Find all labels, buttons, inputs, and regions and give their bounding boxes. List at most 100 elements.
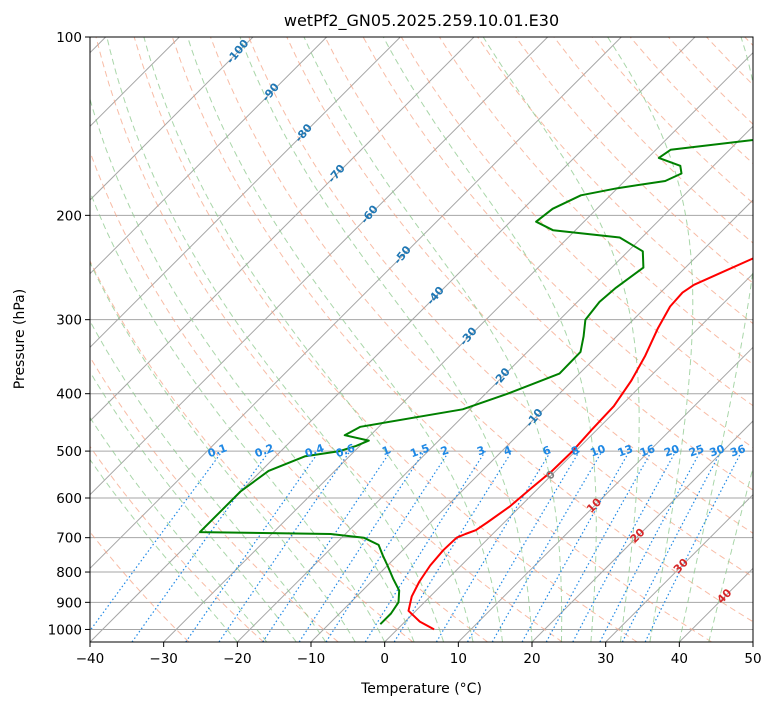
moist-adiabat-line <box>90 320 327 642</box>
dry-adiabat-line <box>553 37 753 244</box>
moist-adiabat-line <box>187 37 503 642</box>
dry-adiabat-line <box>95 37 563 642</box>
line-labels: 0.1 0.2 0.4 0.6 1 1.5 2 3 4 6 8 10 13 16 20 25 30 36-100-… <box>206 37 748 606</box>
mixing-ratio-label: 3 <box>475 443 487 458</box>
mixing-ratio-line <box>521 450 631 642</box>
y-tick-label: 100 <box>56 30 82 46</box>
y-axis: 100 200 300 400 500 600 700 800 900 1000 <box>48 30 90 638</box>
isotherm-line <box>90 37 622 570</box>
dry-adiabat-line <box>90 259 414 642</box>
moist-adiabat-line <box>708 466 753 642</box>
x-tick-label: −20 <box>223 651 252 667</box>
y-tick-label: 400 <box>56 387 82 403</box>
moist-adiabat-line <box>239 37 533 642</box>
moist-adiabat-line <box>90 97 415 642</box>
dry-adiabat-line <box>171 37 712 642</box>
mixing-ratio-line <box>364 450 486 642</box>
mixing-ratio-label: 13 <box>616 442 635 459</box>
mixing-ratio-label: 36 <box>728 442 747 460</box>
dry-adiabat-line <box>744 37 753 47</box>
mixing-ratio-line <box>298 450 425 642</box>
dry-adiabat-line <box>706 37 753 86</box>
chart-title: wetPf2_GN05.2025.259.10.01.E30 <box>284 11 559 31</box>
x-tick-label: 10 <box>450 651 467 667</box>
moist-adiabat-line <box>90 261 356 642</box>
mixing-ratio-line <box>393 450 513 642</box>
mixing-ratio-line <box>218 450 351 642</box>
moist-adiabat-line <box>143 37 474 642</box>
mixing-ratio-line <box>572 450 677 642</box>
isotherm-line <box>90 37 254 201</box>
x-axis-label: Temperature (°C) <box>360 681 482 697</box>
mixing-ratio-line <box>644 450 743 642</box>
dry-adiabat-line <box>591 37 753 204</box>
y-tick-label: 200 <box>56 208 82 224</box>
mixing-ratio-line <box>599 450 702 642</box>
x-axis: −40 −30 −20 −10 0 10 20 30 40 50 <box>76 642 762 667</box>
moist-adiabat-label: 30 <box>671 556 691 576</box>
y-tick-label: 800 <box>56 565 82 581</box>
mixing-ratio-line <box>90 450 223 632</box>
y-tick-label: 900 <box>56 595 82 611</box>
mixing-ratio-label: 25 <box>687 442 706 459</box>
mixing-ratio-label: 6 <box>541 443 553 458</box>
x-tick-label: −30 <box>149 651 178 667</box>
moist-adiabat-line <box>678 37 753 642</box>
mixing-ratio-line <box>325 450 450 642</box>
isotherm-line <box>457 346 753 642</box>
dry-adiabat-line <box>90 150 488 642</box>
dry-adiabat-line <box>248 37 753 578</box>
mixing-ratio-label: 10 <box>588 442 607 460</box>
mixing-ratio-label: 0.6 <box>334 441 357 460</box>
dry-adiabat-line <box>90 531 190 642</box>
x-tick-label: 20 <box>523 651 540 667</box>
dry-adiabat-line <box>90 445 264 642</box>
isotherm-line <box>90 37 401 349</box>
y-tick-label: 500 <box>56 444 82 460</box>
y-tick-label: 700 <box>56 531 82 547</box>
mixing-ratio-label: 0.1 <box>206 441 229 460</box>
temperature-profile-line <box>407 257 753 631</box>
dry-adiabat-line <box>210 37 753 623</box>
background-lines <box>90 37 753 642</box>
isotherm-line <box>236 125 753 642</box>
mixing-ratio-line <box>466 450 580 642</box>
isotherm-line <box>752 641 753 642</box>
plot-frame <box>89 36 754 643</box>
x-tick-label: 30 <box>597 651 614 667</box>
y-tick-label: 300 <box>56 313 82 329</box>
moist-adiabat-line <box>90 416 268 642</box>
moist-adiabat-line <box>90 370 297 642</box>
isotherm-line <box>163 51 753 642</box>
dry-adiabat-line <box>133 37 638 642</box>
mixing-ratio-line <box>262 450 392 642</box>
moist-adiabat-line <box>106 37 445 642</box>
mixing-ratio-label: 0.4 <box>303 441 326 460</box>
dry-adiabat-label: -100 <box>224 37 252 67</box>
x-tick-label: −10 <box>297 651 326 667</box>
mixing-ratio-label: 1.5 <box>408 441 431 460</box>
dry-adiabat-line <box>286 37 753 534</box>
moist-adiabat-line <box>90 190 386 642</box>
x-tick-label: 40 <box>671 651 688 667</box>
mixing-ratio-label: 4 <box>502 443 514 458</box>
y-tick-label: 600 <box>56 491 82 507</box>
moist-adiabat-label: 0 <box>543 468 558 483</box>
mixing-ratio-line <box>131 450 270 642</box>
mixing-ratio-label: 8 <box>569 443 581 458</box>
moist-adiabat-line <box>482 37 640 642</box>
y-tick-label: 1000 <box>48 622 82 638</box>
mixing-ratio-line <box>545 450 653 642</box>
isotherm-line <box>90 37 328 275</box>
isotherm-line <box>384 272 753 642</box>
y-axis-label: Pressure (hPa) <box>12 289 28 389</box>
dry-adiabat-line <box>668 37 753 125</box>
mixing-ratio-line <box>185 450 320 642</box>
dry-adiabat-line <box>515 37 753 284</box>
moist-adiabat-line <box>382 37 597 642</box>
isotherm-line <box>605 493 753 642</box>
isotherm-line <box>531 420 753 642</box>
mixing-ratio-label: 16 <box>638 442 657 460</box>
isotherm-line <box>90 37 549 496</box>
